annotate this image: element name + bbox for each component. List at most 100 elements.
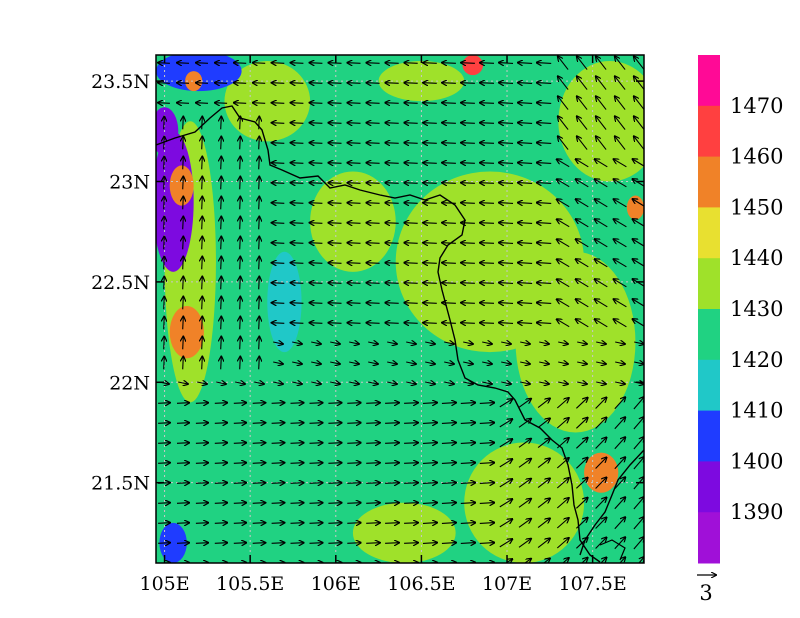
wind-arrow — [291, 263, 304, 264]
wind-arrow — [634, 362, 644, 364]
wind-arrow — [461, 303, 475, 304]
wind-arrow — [501, 382, 511, 384]
wind-arrow — [537, 103, 552, 104]
wind-arrow — [460, 463, 475, 464]
wind-arrow — [558, 382, 568, 384]
wind-arrow — [556, 518, 568, 529]
wind-arrow — [164, 117, 165, 130]
wind-arrow — [272, 183, 285, 184]
wind-arrow — [214, 403, 227, 404]
colorbar-swatch — [698, 410, 720, 462]
wind-arrow — [499, 399, 512, 408]
wind-arrow — [614, 537, 625, 550]
wind-arrow — [329, 283, 342, 284]
y-tick-label: 23.5N — [91, 71, 150, 93]
wind-arrow — [463, 342, 473, 344]
wind-arrow — [253, 63, 266, 64]
wind-arrow — [271, 503, 285, 504]
wind-arrow — [252, 403, 266, 404]
wind-arrow — [480, 103, 495, 104]
wind-arrow — [291, 303, 304, 304]
wind-arrow — [518, 103, 533, 104]
colorbar-label: 1400 — [730, 449, 783, 473]
wind-arrow — [292, 362, 302, 364]
contour-region — [267, 251, 302, 353]
wind-arrow — [329, 243, 342, 244]
wind-arrow — [537, 323, 552, 324]
contour-region — [224, 61, 311, 142]
wind-arrow — [577, 76, 588, 90]
wind-arrow — [328, 443, 341, 444]
wind-arrow — [479, 423, 494, 424]
wind-arrow — [539, 342, 549, 344]
wind-arrow — [158, 443, 170, 444]
wind-arrow — [290, 503, 304, 504]
contour-region — [159, 522, 187, 563]
wind-arrow — [423, 83, 437, 84]
wind-arrow — [537, 518, 550, 529]
wind-arrow — [291, 63, 304, 64]
wind-arrow — [595, 538, 607, 549]
wind-arrow — [202, 357, 203, 370]
wind-arrow — [158, 503, 170, 504]
wind-arrow — [444, 382, 454, 384]
wind-arrow — [164, 357, 165, 370]
wind-arrow — [558, 342, 568, 344]
wind-arrow — [164, 177, 165, 190]
wind-arrow — [183, 357, 184, 370]
contour-region — [584, 452, 619, 493]
wind-arrow — [259, 117, 260, 130]
wind-arrow — [600, 558, 607, 563]
wind-arrow — [366, 423, 380, 424]
wind-arrow — [196, 83, 209, 84]
wind-arrow — [441, 543, 456, 544]
wind-arrow — [537, 498, 550, 509]
wind-arrow — [444, 362, 454, 364]
wind-arrow — [461, 163, 475, 164]
wind-arrow — [291, 83, 304, 84]
wind-arrow — [290, 483, 304, 484]
wind-arrow — [259, 257, 260, 270]
wind-arrow — [309, 483, 323, 484]
wind-arrow — [240, 217, 241, 230]
wind-arrow — [272, 283, 285, 284]
wind-arrow — [633, 517, 644, 530]
wind-arrow — [309, 543, 323, 544]
wind-arrow — [234, 103, 247, 104]
wind-arrow — [499, 419, 512, 428]
wind-arrow — [615, 362, 625, 364]
wind-arrow — [518, 163, 533, 164]
wind-arrow — [368, 382, 378, 384]
wind-arrow — [202, 337, 203, 350]
wind-arrow — [309, 423, 323, 424]
wind-arrow — [423, 303, 437, 304]
wind-arrow — [461, 123, 475, 124]
colorbar-swatch — [698, 207, 720, 259]
wind-arrow — [577, 342, 587, 344]
wind-arrow — [366, 103, 380, 104]
wind-arrow — [164, 237, 165, 250]
wind-arrow — [520, 362, 530, 364]
wind-arrow — [634, 342, 644, 344]
wind-arrow — [177, 83, 190, 84]
wind-arrow — [404, 463, 418, 464]
wind-arrow — [311, 342, 321, 344]
wind-arrow — [348, 203, 361, 204]
wind-arrow — [252, 463, 266, 464]
wind-arrow — [240, 197, 241, 210]
wind-arrow — [221, 137, 222, 150]
wind-arrow — [271, 523, 285, 524]
wind-arrow — [404, 543, 418, 544]
wind-arrow — [480, 323, 495, 324]
contour-region — [462, 55, 484, 76]
wind-arrow — [309, 403, 323, 404]
contour-region — [464, 442, 585, 563]
wind-arrow — [176, 543, 189, 544]
wind-arrow — [291, 123, 304, 124]
wind-arrow — [518, 479, 531, 488]
wind-arrow — [595, 199, 608, 208]
wind-arrow — [183, 317, 184, 330]
wind-arrow — [259, 137, 260, 150]
wind-arrow — [366, 463, 380, 464]
wind-arrow — [595, 279, 608, 288]
